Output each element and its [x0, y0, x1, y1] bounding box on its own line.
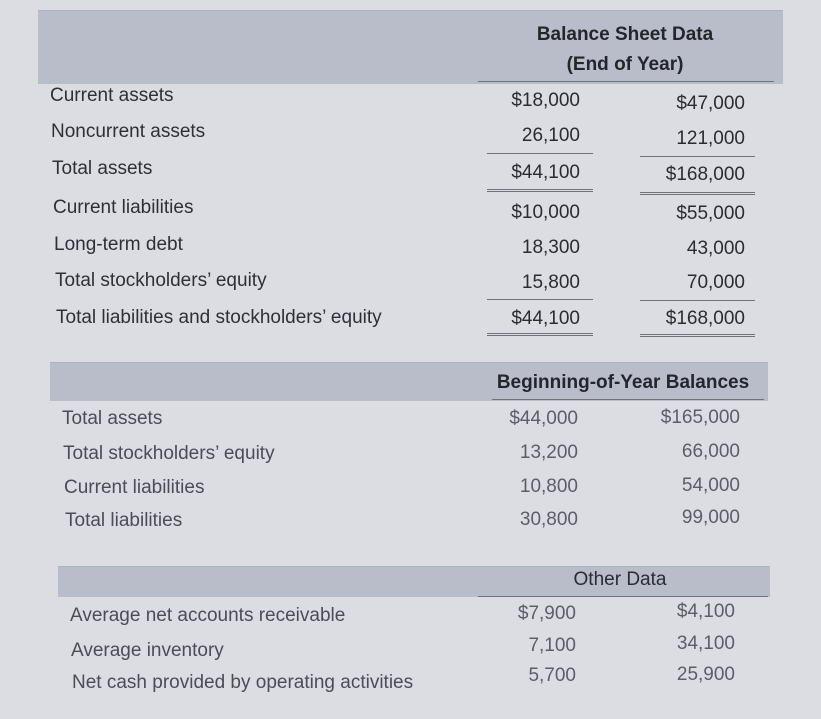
section3-header-rule: [478, 596, 768, 597]
section1-header-band: [38, 10, 783, 84]
row-label: Long-term debt: [54, 234, 183, 255]
row-value-col2: 70,000: [686, 272, 745, 293]
row-value-col1: 15,800: [521, 272, 580, 293]
row-value-col1: $44,000: [509, 408, 578, 429]
row-label: Noncurrent assets: [51, 121, 206, 142]
section2-title: Beginning-of-Year Balances: [496, 372, 750, 393]
row-value-col1: $10,000: [511, 202, 580, 223]
row-value-col1: 13,200: [519, 442, 578, 463]
row-value-col1: $44,100: [511, 308, 580, 329]
row-label: Current liabilities: [53, 197, 194, 218]
row-value-col2: $47,000: [676, 93, 745, 114]
row-value-col2: $4,100: [676, 601, 735, 622]
row-value-col1: 18,300: [521, 237, 580, 258]
row-value-col2: 25,900: [676, 664, 735, 685]
row-label: Average inventory: [71, 640, 224, 661]
section3-title: Other Data: [573, 569, 667, 590]
row-value-col2: 99,000: [681, 507, 740, 528]
section1-title-line1: Balance Sheet Data: [536, 24, 714, 45]
row-label: Total assets: [52, 158, 153, 179]
row-label: Current liabilities: [64, 477, 205, 498]
row-value-col1: $18,000: [511, 90, 580, 111]
row-value-col2: 121,000: [676, 128, 745, 149]
section1-title-line2: (End of Year): [566, 54, 684, 75]
section2-header-band: [50, 362, 768, 401]
section1-header-rule: [478, 81, 774, 82]
row-label: Total liabilities and stockholders’ equi…: [56, 307, 382, 328]
row-label: Total stockholders’ equity: [55, 270, 267, 291]
row-value-col2: $168,000: [665, 164, 745, 185]
row-label: Net cash provided by operating activitie…: [72, 672, 414, 693]
row-value-col1: 26,100: [521, 125, 580, 146]
section2-header-rule: [492, 399, 764, 400]
row-label: Total liabilities: [65, 510, 183, 531]
row-value-col2: 54,000: [681, 475, 740, 496]
row-value-col1: 10,800: [519, 476, 578, 497]
row-value-col2: $165,000: [660, 407, 740, 428]
row-value-col2: $168,000: [665, 308, 745, 329]
total-rule-col1: [487, 189, 593, 192]
row-value-col2: $55,000: [676, 203, 745, 224]
row-label: Total assets: [62, 408, 163, 429]
row-value-col1: 30,800: [519, 509, 578, 530]
total-rule-col2: [640, 334, 755, 337]
row-value-col1: $44,100: [511, 162, 580, 183]
row-label: Current assets: [50, 85, 174, 106]
row-label: Average net accounts receivable: [70, 605, 346, 626]
row-value-col1: 7,100: [528, 635, 576, 656]
row-value-col1: 5,700: [528, 665, 576, 686]
total-rule-col2: [640, 192, 755, 195]
row-value-col2: 66,000: [681, 441, 740, 462]
row-label: Total stockholders’ equity: [63, 443, 275, 464]
subtotal-rule-col1: [487, 299, 593, 300]
row-value-col1: $7,900: [517, 603, 576, 624]
section3-header-band: [58, 566, 770, 597]
row-value-col2: 43,000: [686, 238, 745, 259]
row-value-col2: 34,100: [676, 633, 735, 654]
subtotal-rule-col2: [640, 156, 755, 157]
subtotal-rule-col2: [640, 300, 755, 301]
subtotal-rule-col1: [487, 153, 593, 154]
total-rule-col1: [487, 333, 593, 336]
